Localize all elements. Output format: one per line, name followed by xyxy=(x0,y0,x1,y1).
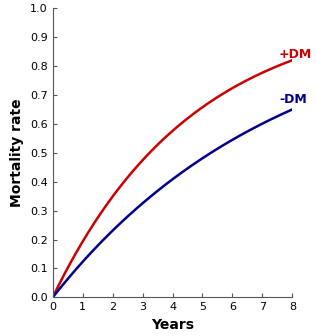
X-axis label: Years: Years xyxy=(151,318,194,332)
Text: +DM: +DM xyxy=(279,48,312,61)
Y-axis label: Mortality rate: Mortality rate xyxy=(10,98,24,207)
Text: -DM: -DM xyxy=(279,93,307,106)
